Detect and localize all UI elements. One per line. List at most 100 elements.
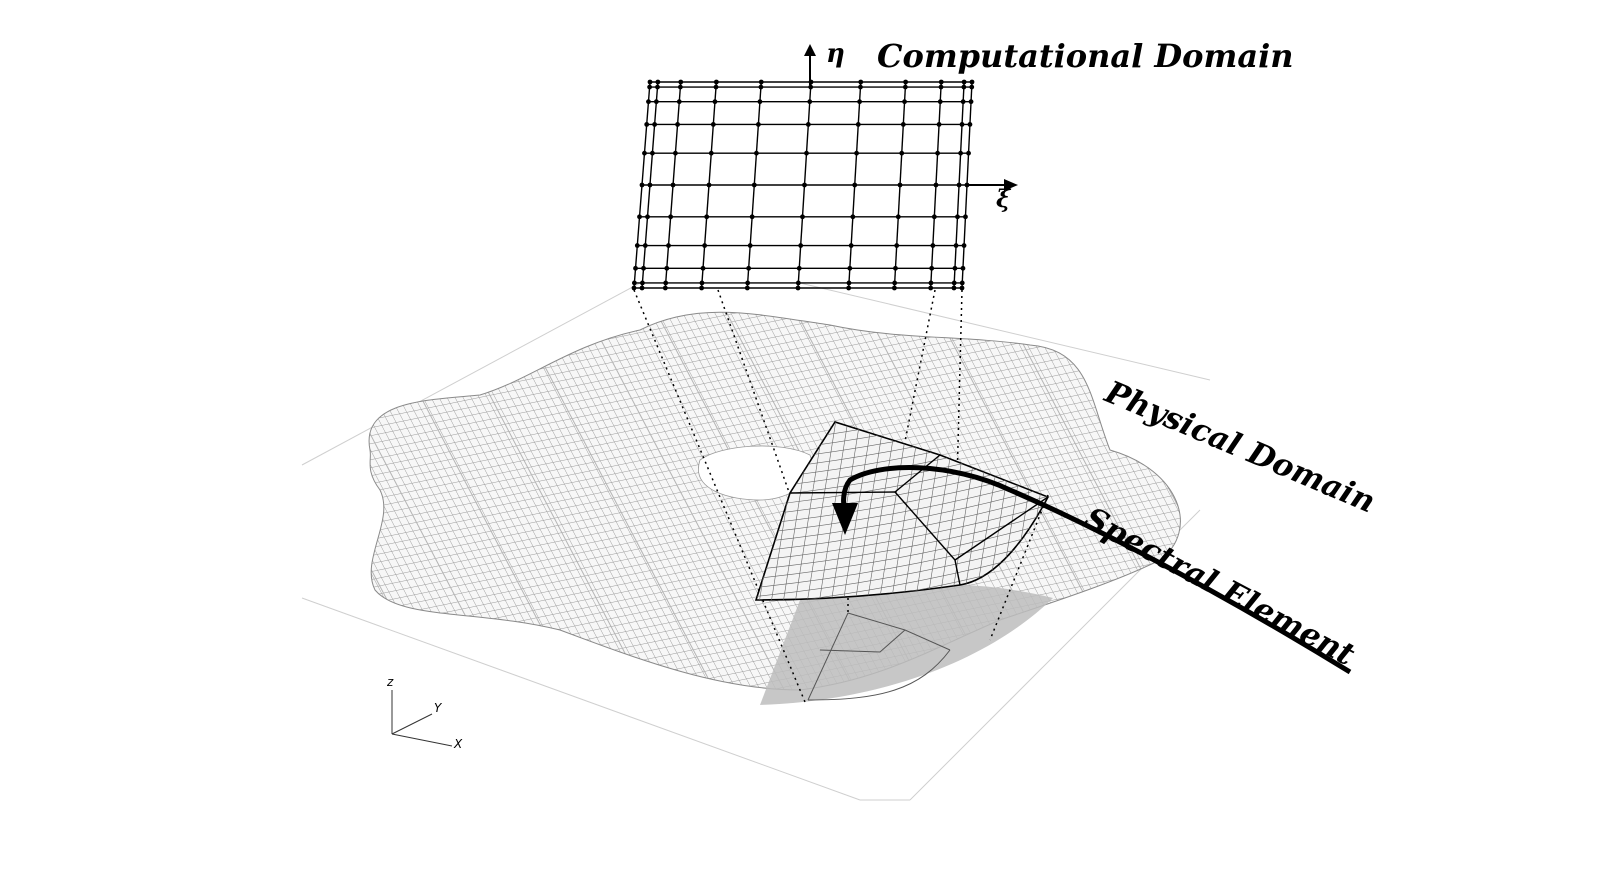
mesh-line — [84, 300, 304, 720]
grid-node — [653, 99, 659, 105]
mesh-line — [555, 312, 777, 690]
mesh-line — [1388, 300, 1600, 720]
element-edge — [1280, 300, 1500, 720]
mesh-line — [369, 312, 1181, 443]
mesh-line — [369, 349, 1181, 531]
element-mesh-line — [756, 528, 1048, 590]
mesh-line — [1019, 312, 1181, 690]
grid-node — [953, 243, 959, 248]
xi-arrow-icon — [1004, 179, 1018, 191]
mesh-line — [0, 300, 128, 720]
mesh-line — [0, 300, 176, 720]
mesh-line — [0, 300, 80, 720]
grid-node — [961, 243, 967, 248]
mesh-line — [140, 300, 360, 720]
grid-node — [931, 214, 937, 220]
mesh-line — [369, 312, 1181, 427]
grid-node — [755, 122, 761, 127]
element-edge — [509, 312, 731, 690]
mesh-line — [1404, 300, 1600, 720]
mesh-line — [369, 413, 1181, 595]
mesh-line — [148, 300, 368, 720]
grid-node — [642, 150, 647, 156]
grid-node — [854, 150, 859, 156]
grid-node — [959, 285, 965, 291]
grid-node — [678, 79, 684, 85]
mesh-line — [369, 429, 1181, 611]
mesh-line — [1412, 300, 1600, 720]
element-mesh-line — [865, 422, 897, 600]
grid-node — [645, 214, 650, 220]
mesh-line — [0, 300, 168, 720]
mesh-line — [4, 300, 224, 720]
spectral-element-label: Spectral Element — [1078, 500, 1361, 673]
grid-node — [641, 265, 646, 271]
grid-node — [699, 285, 705, 291]
mesh-line — [0, 300, 56, 720]
grid-node — [955, 214, 960, 220]
arrow-head-icon — [832, 503, 858, 535]
mesh-line — [20, 300, 240, 720]
grid-node — [967, 122, 973, 127]
grid-node — [895, 214, 901, 220]
mesh-line — [0, 300, 88, 720]
grid-node — [647, 182, 653, 188]
mesh-line — [108, 300, 328, 720]
grid-node — [961, 79, 967, 85]
axis-x-label: X — [453, 737, 463, 751]
grid-node — [655, 84, 660, 90]
grid-nodes — [631, 79, 975, 291]
grid-node — [936, 122, 942, 127]
mesh-line — [369, 341, 1181, 523]
grid-node — [808, 84, 814, 90]
grid-node — [855, 122, 861, 127]
grid-node — [951, 280, 957, 286]
grid-node — [891, 285, 897, 291]
mesh-line — [369, 312, 377, 690]
grid-node — [744, 285, 750, 291]
grid-node — [670, 182, 676, 188]
mesh-line — [44, 300, 264, 720]
axis-z-label: z — [386, 675, 394, 689]
grid-node — [754, 150, 759, 156]
mesh-line — [369, 312, 393, 690]
element-mesh-line — [793, 422, 825, 600]
axis-y-label: Y — [434, 701, 443, 715]
grid-node — [805, 122, 811, 127]
grid-node — [892, 280, 898, 286]
mesh-line — [0, 300, 136, 720]
grid-node — [959, 280, 965, 286]
mesh-line — [1035, 312, 1181, 690]
grid-node — [928, 280, 934, 286]
grid-node — [751, 182, 757, 188]
mesh-line — [369, 421, 1181, 603]
grid-node — [662, 285, 668, 291]
grid-node — [710, 122, 716, 127]
grid-node — [969, 79, 975, 85]
grid-node — [802, 182, 807, 188]
mesh-line — [1268, 300, 1488, 720]
grid-node — [938, 84, 944, 90]
grid-node — [900, 122, 906, 127]
mesh-line — [1372, 300, 1592, 720]
grid-node — [903, 79, 909, 85]
element-edge — [999, 312, 1181, 690]
grid-node — [902, 84, 908, 90]
element-edge — [0, 300, 30, 720]
element-mesh-line — [756, 492, 1048, 554]
grid-node — [894, 243, 900, 248]
mesh-line — [1340, 300, 1560, 720]
mesh-line — [369, 312, 1181, 451]
grid-node — [959, 122, 965, 127]
element-mesh-line — [756, 501, 1048, 563]
element-edge — [579, 312, 801, 690]
mesh-line — [0, 300, 64, 720]
grid-node — [937, 99, 943, 105]
grid-node — [675, 122, 680, 127]
mesh-line — [116, 300, 336, 720]
xi-label: ξ — [996, 184, 1012, 213]
mesh-line — [0, 300, 48, 720]
mesh-line — [0, 300, 40, 720]
mesh-line — [1276, 300, 1496, 720]
mesh-line — [68, 300, 288, 720]
